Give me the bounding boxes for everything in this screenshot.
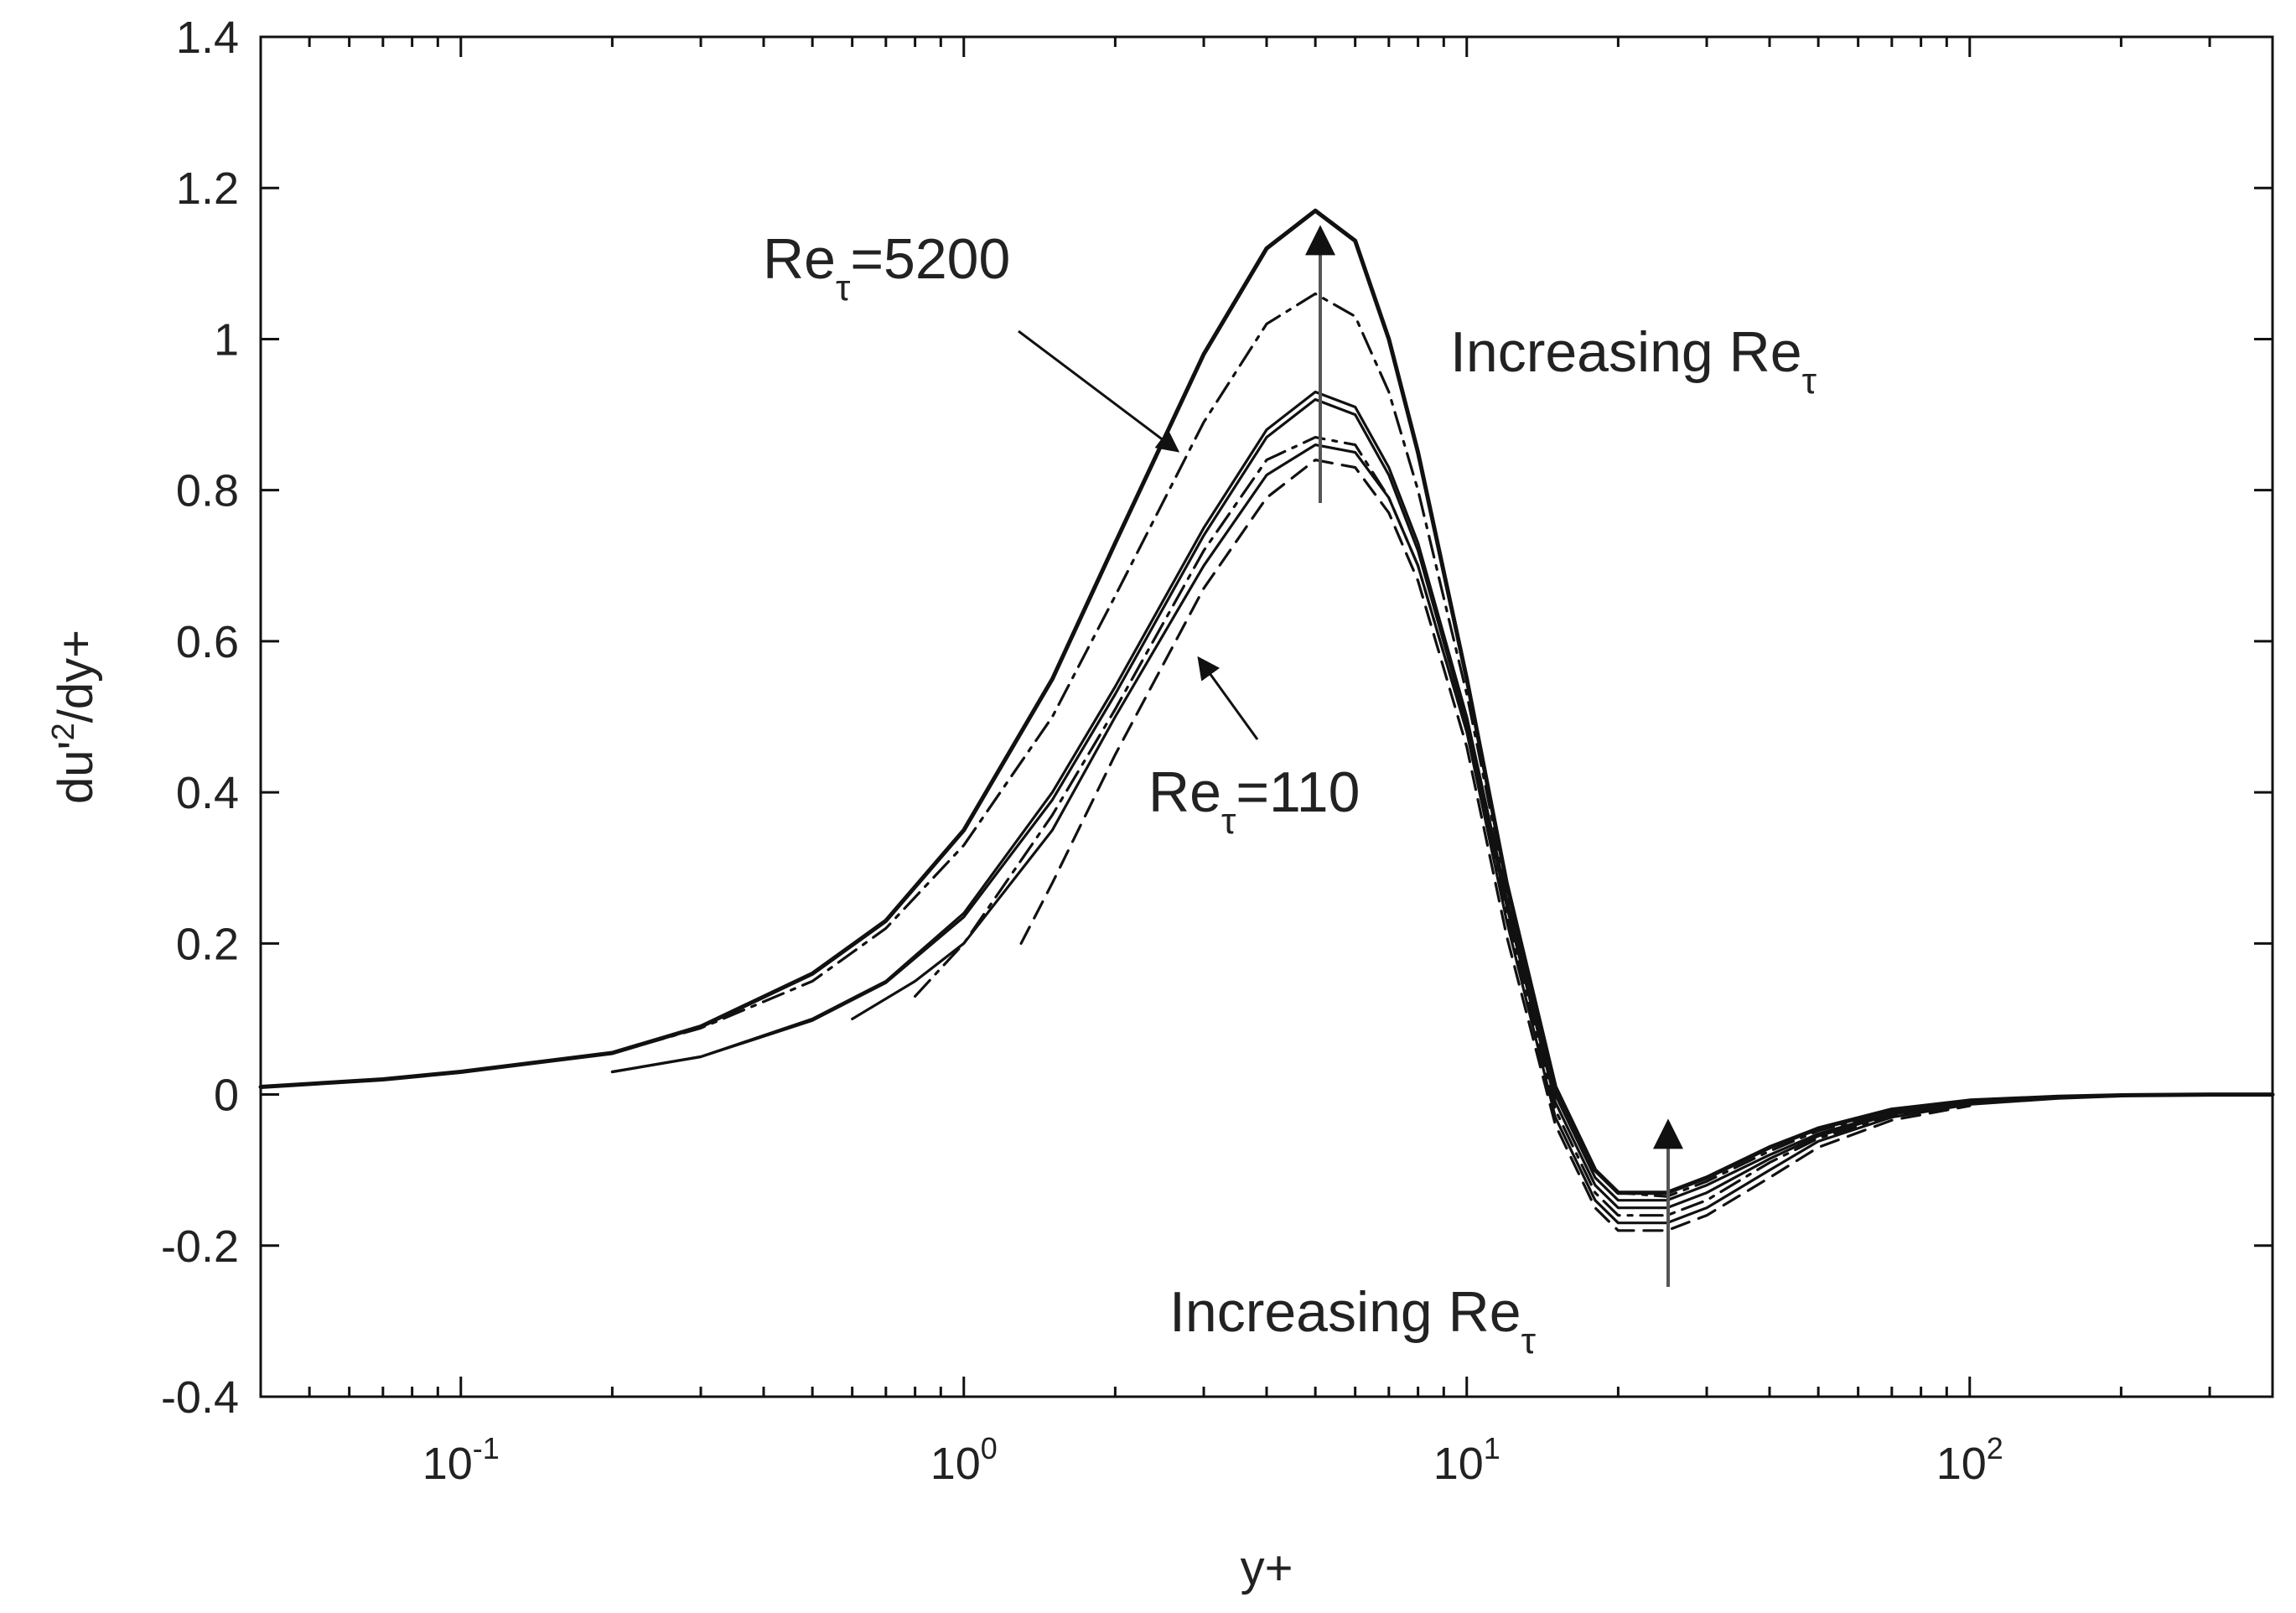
annotation-re-110: Reτ=110	[1148, 656, 1360, 842]
annotation-re-5200-text: Reτ=5200	[763, 227, 1010, 309]
increasing-trough-text: Increasing Reτ	[1169, 1280, 1537, 1361]
y-tick-label: 1.2	[176, 163, 239, 214]
annotation-re-5200-arrow	[1018, 329, 1180, 453]
plot-curves	[258, 208, 2275, 1232]
y-axis-label: du'2/dy+	[46, 630, 103, 804]
increasing-peak-text: Increasing Reτ	[1450, 320, 1817, 402]
series-line-re-tau-110	[1019, 458, 1972, 1232]
annotation-re-5200: Reτ=5200	[763, 227, 1180, 453]
x-tick-label: 10-1	[422, 1431, 500, 1489]
x-axis-ticks: 10-1 100 101 102	[259, 37, 2274, 1489]
annotation-re-110-text: Reτ=110	[1148, 760, 1360, 842]
y-tick-label: 0.8	[176, 466, 239, 516]
series-line-re-tau-5200	[258, 208, 2275, 1195]
y-tick-label: 0.2	[176, 919, 239, 969]
y-axis-ticks: -0.4 -0.2 0 0.2 0.4 0.6 0.8 1 1.2 1.4	[161, 13, 2273, 1423]
y-tick-label: -0.2	[161, 1221, 239, 1272]
x-axis-label: y+	[1241, 1541, 1293, 1595]
annotation-increasing-trough: Increasing Reτ	[1169, 1118, 1683, 1361]
y-tick-label: 1.4	[176, 13, 239, 63]
y-tick-label: 0.6	[176, 617, 239, 667]
y-tick-label: 0	[214, 1071, 239, 1121]
x-tick-label: 100	[930, 1431, 998, 1489]
x-tick-label: 101	[1433, 1431, 1500, 1489]
annotation-increasing-peak: Increasing Reτ	[1305, 225, 1817, 503]
annotation-re-110-arrow	[1197, 656, 1259, 740]
y-tick-label: -0.4	[161, 1372, 239, 1423]
y-tick-label: 0.4	[176, 768, 239, 818]
x-tick-label: 102	[1936, 1431, 2003, 1489]
y-tick-label: 1	[214, 314, 239, 365]
series-line-re-tau-2000	[259, 292, 2274, 1198]
series-line-re-tau-180	[851, 443, 2122, 1225]
